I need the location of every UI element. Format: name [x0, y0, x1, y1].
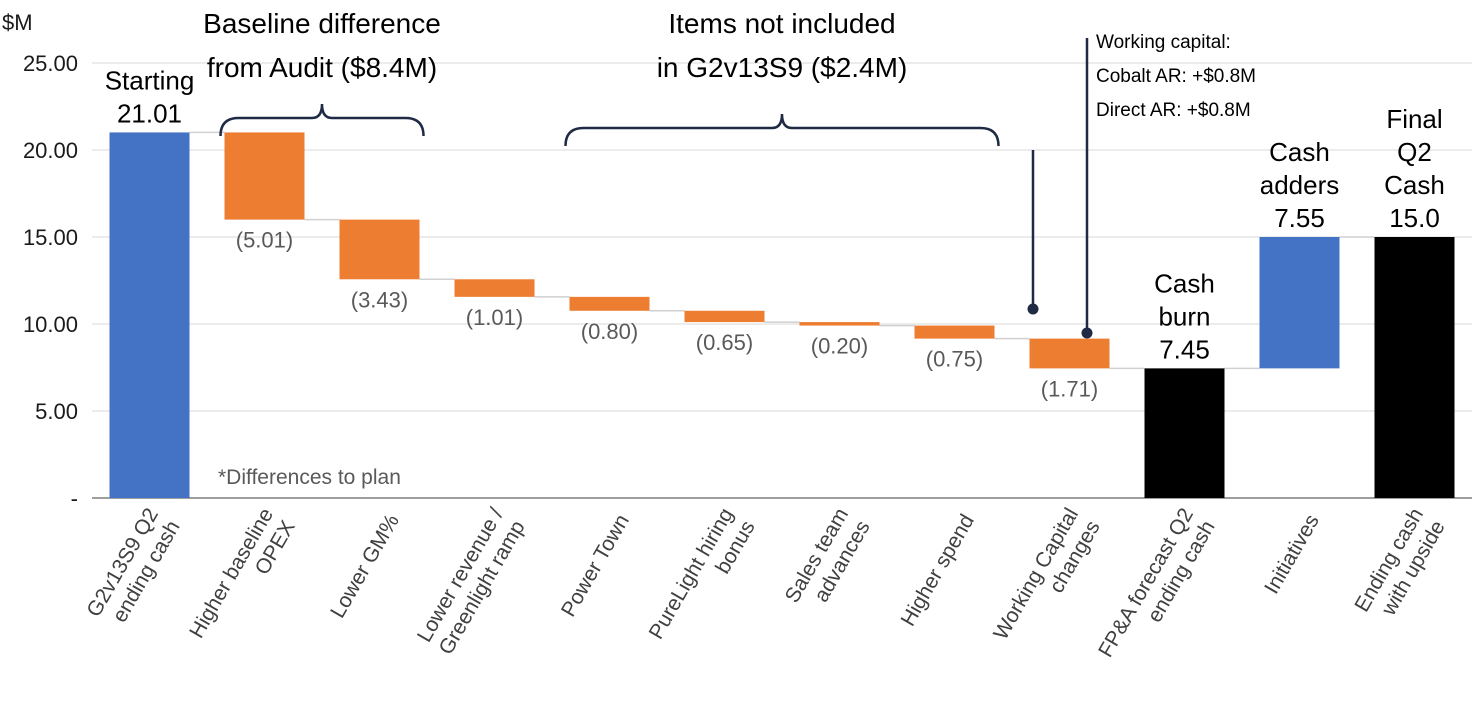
- x-category-text: Initiatives: [1260, 511, 1324, 598]
- y-tick-label: 15.00: [23, 225, 78, 250]
- bar-connectors: [189, 131, 1375, 370]
- data-label: Starting: [105, 65, 195, 95]
- working-capital-annotation: Working capital: Cobalt AR: +$0.8M Direct …: [1096, 32, 1256, 121]
- x-category-text: Lower GM%: [326, 511, 404, 623]
- data-label: (1.71): [1041, 376, 1098, 401]
- bar: [914, 325, 995, 339]
- bar: [109, 132, 190, 498]
- pointer-dot: [1027, 303, 1039, 315]
- y-tick-label: -: [71, 486, 78, 511]
- data-label: Final: [1386, 104, 1442, 134]
- x-category-label: Lower GM%: [326, 511, 404, 623]
- annotation-line: Direct AR: +$0.8M: [1096, 100, 1251, 121]
- bar: [799, 322, 880, 326]
- bar: [1259, 237, 1340, 369]
- y-axis: $M - 5.00 10.00 15.00 20.00 25.00: [2, 10, 78, 511]
- data-label: (0.20): [811, 334, 868, 359]
- x-category-label: Higher spend: [897, 511, 979, 631]
- x-category-label: Power Town: [557, 511, 634, 621]
- y-tick-label: 5.00: [35, 399, 78, 424]
- data-label: 7.55: [1274, 203, 1325, 233]
- data-label: (0.65): [696, 330, 753, 355]
- data-label: burn: [1158, 301, 1210, 331]
- data-label: 21.01: [117, 98, 182, 128]
- gridlines: [92, 62, 1472, 499]
- annotation-line: Cobalt AR: +$0.8M: [1096, 66, 1256, 87]
- data-label: Cash: [1269, 137, 1330, 167]
- footnote: *Differences to plan: [218, 466, 401, 489]
- bar: [1374, 237, 1455, 498]
- group-label: in G2v13S9 ($2.4M): [657, 52, 908, 83]
- bar: [224, 132, 305, 220]
- group-bracket: [219, 103, 425, 137]
- pointer-dot: [1081, 327, 1093, 339]
- y-tick-label: 25.00: [23, 51, 78, 76]
- bar: [454, 279, 535, 297]
- bar: [339, 219, 420, 280]
- annotation-line: Working capital:: [1096, 32, 1231, 53]
- data-label: Cash: [1154, 268, 1215, 298]
- data-label: 7.45: [1159, 334, 1210, 364]
- y-tick-label: 20.00: [23, 138, 78, 163]
- data-label: (1.01): [466, 305, 523, 330]
- x-category-label: Lower revenue /Greenlight ramp: [413, 504, 530, 659]
- bars: [109, 132, 1455, 498]
- group-label: from Audit ($8.4M): [207, 52, 437, 83]
- data-label: (0.75): [926, 347, 983, 372]
- bar: [569, 296, 650, 311]
- data-label: 15.0: [1389, 203, 1440, 233]
- data-label: adders: [1260, 170, 1340, 200]
- y-tick-label: 10.00: [23, 312, 78, 337]
- x-category-text: Higher spend: [897, 511, 979, 631]
- data-label: (3.43): [351, 287, 408, 312]
- bar: [684, 310, 765, 323]
- data-label: Q2: [1397, 137, 1432, 167]
- data-label: (0.80): [581, 319, 638, 344]
- group-bracket: [564, 113, 1000, 147]
- group-label: Baseline difference: [203, 8, 441, 39]
- bar: [1144, 368, 1225, 498]
- bar: [1029, 338, 1110, 369]
- x-category-label: Initiatives: [1260, 511, 1324, 598]
- group-label: Items not included: [668, 8, 895, 39]
- y-axis-label: $M: [2, 10, 33, 35]
- x-category-text: Power Town: [557, 511, 634, 621]
- data-label: (5.01): [236, 228, 293, 253]
- group-brackets: Baseline difference from Audit ($8.4M) Ite…: [203, 8, 1093, 339]
- data-label: Cash: [1384, 170, 1445, 200]
